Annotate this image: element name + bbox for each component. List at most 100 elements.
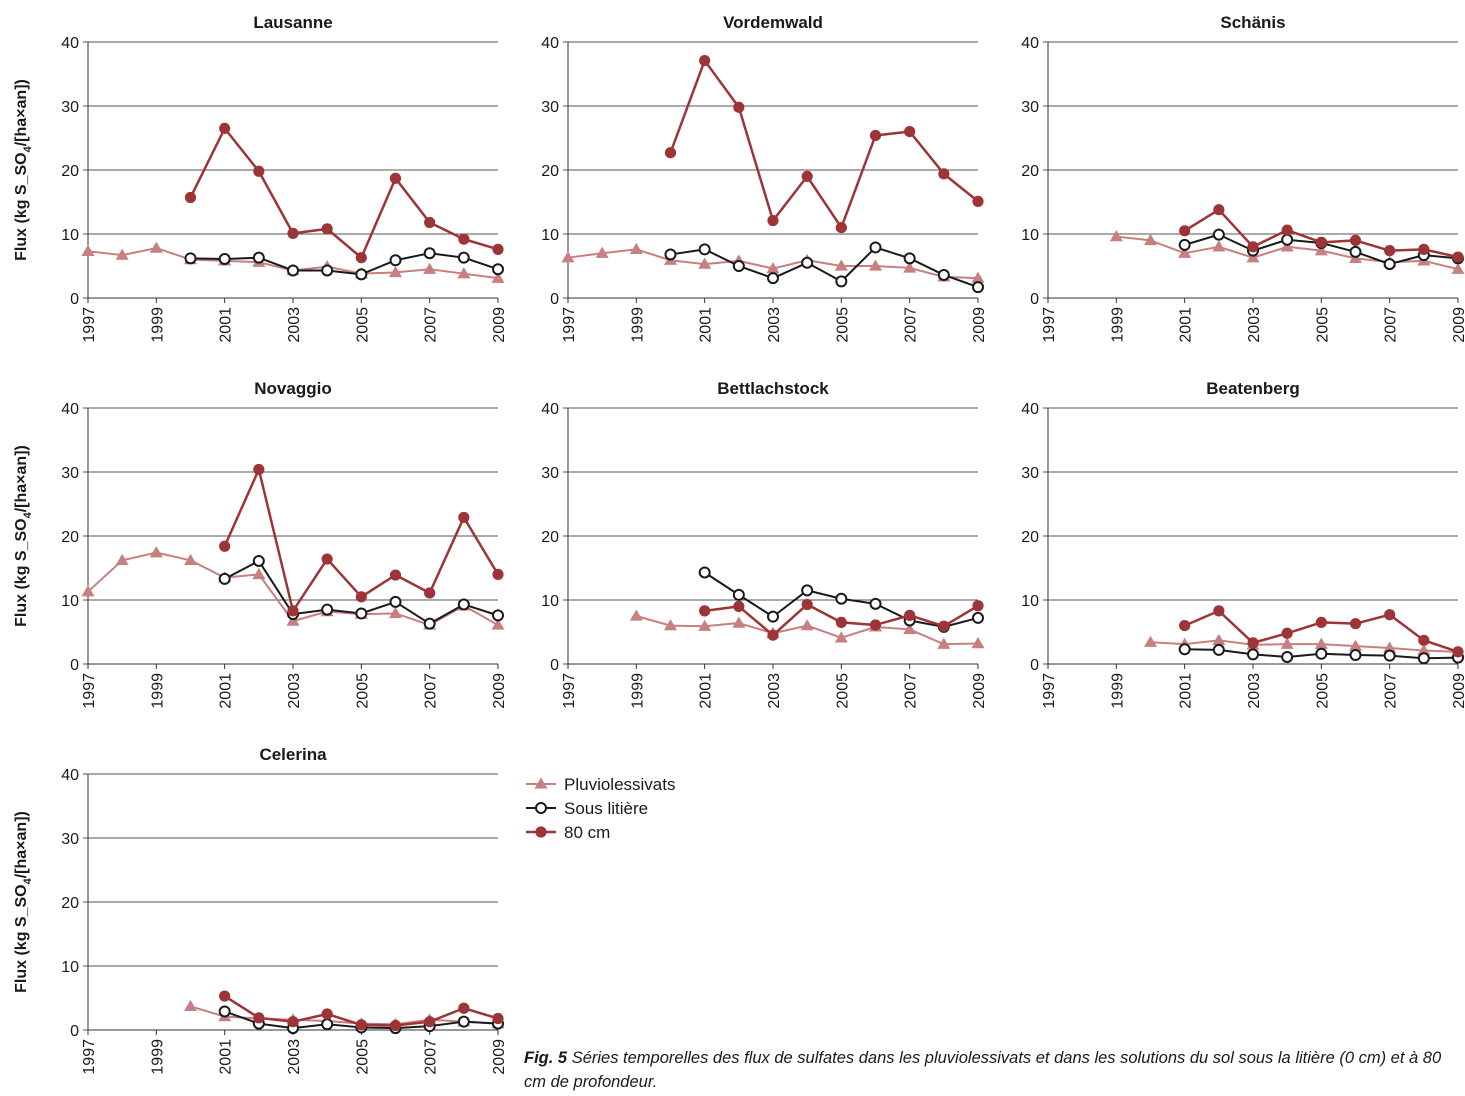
y-tick-label: 10	[1021, 227, 1039, 244]
y-axis-label-part-1: 4	[22, 511, 34, 518]
data-point-pluvio	[1212, 240, 1226, 252]
y-tick-label: 0	[550, 291, 559, 308]
data-point-litiere	[801, 256, 814, 269]
series-line-pluvio	[1150, 639, 1459, 653]
data-point-pluvio	[971, 271, 985, 283]
data-point-pluvio	[149, 546, 163, 558]
data-point-cm80	[1179, 620, 1191, 632]
data-point-litiere	[1383, 649, 1396, 662]
y-tick-label: 40	[541, 35, 559, 52]
y-tick-label: 20	[1021, 529, 1039, 546]
data-point-pluvio	[698, 257, 712, 269]
data-point-cm80	[389, 569, 402, 581]
legend-marker-litiere	[535, 802, 547, 814]
data-point-cm80	[733, 600, 745, 613]
data-point-cm80	[1452, 646, 1464, 658]
data-point-cm80	[1418, 634, 1430, 646]
y-tick-label: 10	[61, 959, 79, 976]
y-axis-label-part-2: /[ha×an])	[13, 445, 30, 512]
data-point-cm80	[321, 1008, 333, 1020]
data-point-cm80	[972, 600, 984, 612]
x-tick-label: 1997	[81, 1039, 98, 1075]
data-point-cm80	[835, 222, 847, 234]
y-tick-label: 20	[1021, 163, 1039, 180]
data-point-litiere	[767, 272, 779, 285]
data-point-pluvio	[1314, 244, 1328, 256]
data-point-litiere	[1178, 643, 1191, 656]
data-point-cm80	[287, 1016, 299, 1028]
data-point-litiere	[1315, 647, 1328, 660]
data-point-litiere	[801, 584, 814, 597]
data-point-pluvio	[766, 262, 780, 274]
y-tick-label: 20	[61, 163, 79, 180]
data-point-cm80	[219, 990, 231, 1002]
data-point-cm80	[801, 170, 813, 182]
data-point-pluvio	[81, 585, 95, 597]
data-point-litiere	[1212, 228, 1225, 241]
data-point-pluvio	[1109, 230, 1123, 242]
data-point-cm80	[424, 587, 436, 599]
data-point-pluvio	[1349, 639, 1362, 651]
data-point-litiere	[457, 1015, 470, 1028]
data-point-litiere	[732, 588, 745, 601]
data-point-cm80	[389, 172, 402, 184]
x-tick-label: 1997	[81, 307, 98, 343]
y-axis-label-part-0: Flux (kg S_SO	[13, 518, 30, 626]
data-point-pluvio	[286, 614, 300, 626]
legend-label-cm80: 80 cm	[564, 823, 610, 842]
y-tick-label: 40	[61, 35, 79, 52]
x-tick-label: 2003	[1246, 673, 1263, 709]
y-axis-label: Flux (kg S_SO4/[ha×an])	[13, 445, 34, 627]
data-point-cm80	[253, 463, 265, 476]
data-point-pluvio	[698, 619, 712, 631]
x-tick-label: 2005	[1314, 307, 1331, 343]
data-point-litiere	[1417, 652, 1430, 665]
data-point-cm80	[184, 191, 197, 204]
data-point-litiere	[389, 595, 402, 608]
data-point-litiere	[937, 268, 950, 281]
chart-panel-1: 0 10 20 30 40 1997 1999 2001 2003 2005 2007 2009 Vor…	[541, 13, 988, 343]
x-tick-label: 2007	[903, 673, 920, 709]
x-tick-label: 2001	[218, 673, 235, 709]
data-point-cm80	[389, 1019, 402, 1032]
data-point-cm80	[287, 605, 299, 617]
chart-panel-6: 0 10 20 30 40 1997 1999 2001 2003 2005 2007 2009 Cel…	[13, 745, 508, 1075]
data-point-cm80	[424, 1016, 436, 1028]
data-point-cm80	[1349, 234, 1362, 246]
series-line-cm80	[669, 59, 979, 229]
data-point-pluvio	[1451, 262, 1465, 274]
y-tick-label: 0	[70, 657, 79, 674]
y-tick-label: 10	[541, 593, 559, 610]
y-tick-label: 30	[1021, 99, 1039, 116]
data-point-pluvio	[389, 265, 402, 278]
x-tick-label: 2007	[423, 307, 440, 343]
data-point-cm80	[219, 122, 231, 134]
x-tick-label: 2007	[1383, 307, 1400, 343]
data-point-pluvio	[184, 553, 197, 565]
y-tick-label: 0	[70, 291, 79, 308]
x-tick-label: 2009	[971, 673, 988, 709]
data-point-pluvio	[629, 609, 643, 621]
legend-label-litiere: Sous litière	[564, 799, 648, 818]
data-point-pluvio	[834, 631, 848, 643]
data-point-cm80	[355, 591, 367, 603]
chart-title: Schänis	[1220, 13, 1285, 32]
chart-panel-4: 0 10 20 30 40 1997 1999 2001 2003 2005 2007 2009 Bet…	[541, 379, 988, 709]
x-tick-label: 2005	[354, 307, 371, 343]
data-point-pluvio	[389, 606, 402, 619]
data-point-pluvio	[1280, 240, 1294, 252]
x-tick-label: 1999	[149, 673, 166, 709]
data-point-cm80	[767, 629, 779, 641]
data-point-cm80	[1247, 241, 1259, 253]
y-tick-label: 30	[61, 465, 79, 482]
chart-panel-3: 0 10 20 30 40 1997 1999 2001 2003 2005 2007 2009 Nov…	[13, 379, 508, 709]
x-tick-label: 2003	[766, 307, 783, 343]
x-tick-label: 2009	[971, 307, 988, 343]
data-point-cm80	[492, 568, 504, 581]
data-point-litiere	[835, 275, 848, 288]
y-axis-label: Flux (kg S_SO4/[ha×an])	[13, 79, 34, 261]
y-tick-label: 0	[70, 1023, 79, 1040]
x-tick-label: 1999	[149, 1039, 166, 1075]
data-point-cm80	[321, 223, 333, 235]
data-point-litiere	[355, 268, 368, 281]
